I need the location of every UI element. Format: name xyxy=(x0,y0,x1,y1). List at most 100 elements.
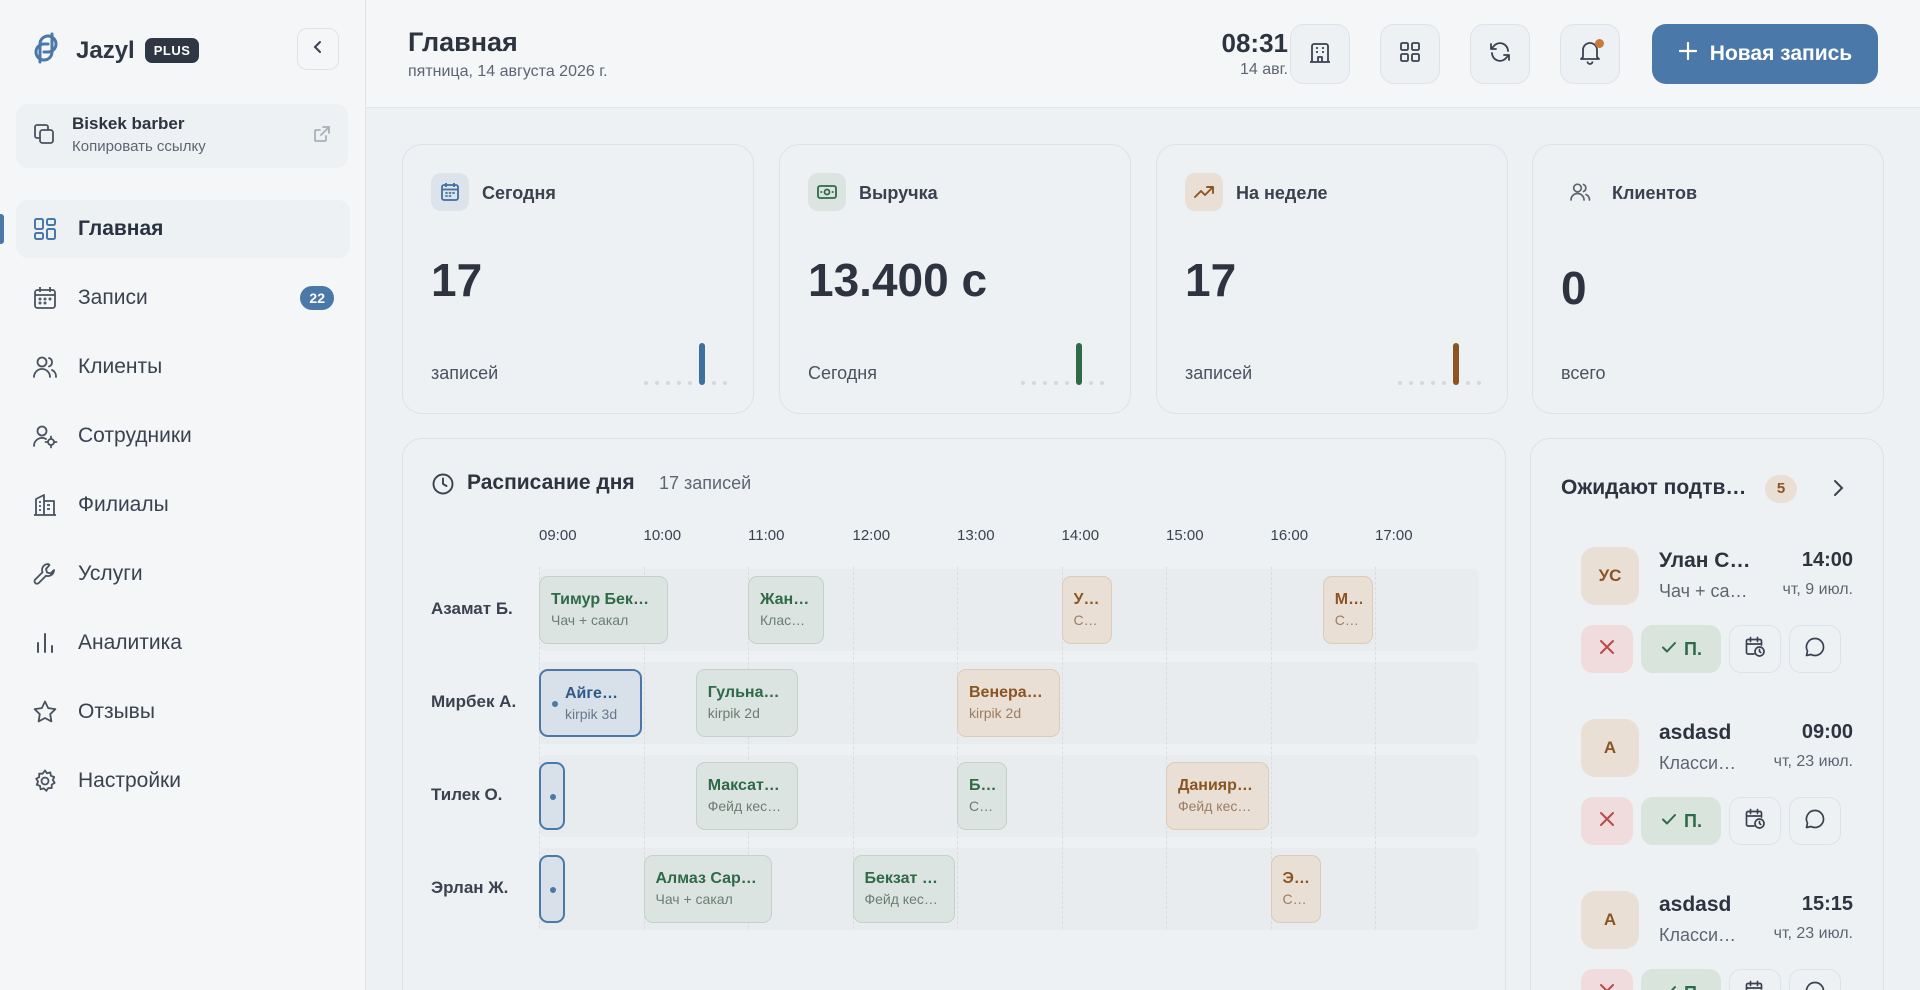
reject-button[interactable] xyxy=(1581,969,1633,990)
nav-item-staff[interactable]: Сотрудники xyxy=(16,407,350,465)
hour-gridline xyxy=(1270,567,1272,929)
reschedule-button[interactable] xyxy=(1729,625,1781,673)
check-icon xyxy=(1660,810,1678,833)
message-button[interactable] xyxy=(1789,969,1841,990)
appointment-service: kirpik 3d xyxy=(565,706,618,722)
shop-link-card[interactable]: Biskek barber Копировать ссылку xyxy=(16,104,348,168)
hour-gridline xyxy=(1166,567,1167,929)
stat-card-clients[interactable]: Клиентов 0 всего xyxy=(1532,144,1884,414)
close-icon xyxy=(1598,810,1616,833)
pending-item[interactable]: A asdasd Класси… 09:00 чт, 23 июл. П. xyxy=(1567,707,1853,852)
hour-label: 11:00 xyxy=(748,527,785,544)
appointment-block[interactable]: У… С… xyxy=(1061,576,1112,644)
new-appointment-button[interactable]: Новая запись xyxy=(1652,24,1878,84)
confirm-button[interactable]: П. xyxy=(1641,969,1721,990)
shop-name: Biskek barber xyxy=(72,114,185,133)
cash-icon xyxy=(808,173,846,211)
refresh-button[interactable] xyxy=(1470,24,1530,84)
confirm-button[interactable]: П. xyxy=(1641,797,1721,845)
appointment-block[interactable]: М… С… xyxy=(1322,576,1373,644)
stat-value: 17 xyxy=(1185,254,1237,306)
appointment-service: Клас… xyxy=(760,612,806,628)
avatar: УС xyxy=(1581,547,1639,605)
appointment-block[interactable]: Тимур Бек… Чач + сакал xyxy=(539,576,668,644)
appointment-block[interactable]: Э… С… xyxy=(1270,855,1321,923)
pending-client-name: asdasd xyxy=(1659,893,1732,916)
nav-item-appointments[interactable]: Записи 22 xyxy=(16,269,350,327)
confirm-button[interactable]: П. xyxy=(1641,625,1721,673)
appointment-client: Венера… xyxy=(969,684,1043,701)
staff-name: Тилек О. xyxy=(431,785,503,804)
confirm-label: П. xyxy=(1684,810,1702,831)
stat-title: На неделе xyxy=(1236,183,1328,203)
collapse-sidebar-button[interactable] xyxy=(297,28,339,70)
hour-label: 17:00 xyxy=(1375,527,1413,544)
appointment-block[interactable]: Данияр… Фейд кес… xyxy=(1166,762,1269,830)
appointment-client: Э… xyxy=(1282,870,1310,887)
nav-item-clients[interactable]: Клиенты xyxy=(16,338,350,396)
stat-card-week[interactable]: На неделе 17 записей xyxy=(1156,144,1508,414)
pending-item[interactable]: A asdasd Класси… 15:15 чт, 23 июл. П. xyxy=(1567,879,1853,990)
message-button[interactable] xyxy=(1789,625,1841,673)
pending-item[interactable]: УС Улан С… Чач + са… 14:00 чт, 9 июл. П. xyxy=(1567,535,1853,680)
settings-icon xyxy=(32,768,58,794)
appointment-block[interactable] xyxy=(539,762,565,830)
clock-time: 08:31 xyxy=(1221,28,1289,58)
refresh-icon xyxy=(1488,40,1512,69)
external-link-icon[interactable] xyxy=(312,124,332,149)
appointment-block[interactable]: Жан… Клас… xyxy=(748,576,825,644)
nav-item-settings[interactable]: Настройки xyxy=(16,752,350,810)
appointment-service: С… xyxy=(969,798,994,814)
message-button[interactable] xyxy=(1789,797,1841,845)
copy-icon xyxy=(32,122,56,151)
hour-label: 09:00 xyxy=(539,527,577,544)
staff-name: Эрлан Ж. xyxy=(431,878,509,897)
appointment-block[interactable]: Гульна… kirpik 2d xyxy=(695,669,799,737)
appointment-service: Фейд кес… xyxy=(707,798,782,814)
stat-card-revenue[interactable]: Выручка 13.400 с Сегодня xyxy=(779,144,1131,414)
nav-item-dashboard[interactable]: Главная xyxy=(0,200,350,258)
nav-label: Филиалы xyxy=(78,493,169,516)
appointment-block[interactable]: Айге… kirpik 3d xyxy=(539,669,642,737)
close-icon xyxy=(1598,638,1616,661)
appointment-block[interactable]: Алмаз Сар… Чач + сакал xyxy=(643,855,773,923)
chat-bubble-icon xyxy=(1804,808,1826,835)
appointment-block[interactable]: Б… С… xyxy=(957,762,1008,830)
nav-label: Аналитика xyxy=(78,631,182,654)
stat-card-today[interactable]: Сегодня 17 записей xyxy=(402,144,754,414)
appointment-block[interactable]: Бекзат … Фейд кес… xyxy=(852,855,955,923)
status-dot xyxy=(550,794,556,800)
nav-item-branches[interactable]: Филиалы xyxy=(16,476,350,534)
hour-label: 12:00 xyxy=(852,527,891,544)
nav-item-analytics[interactable]: Аналитика xyxy=(16,614,350,672)
apps-button[interactable] xyxy=(1380,24,1440,84)
reject-button[interactable] xyxy=(1581,625,1633,673)
pending-time: 14:00 xyxy=(1801,549,1853,571)
stat-title: Клиентов xyxy=(1612,183,1698,203)
plus-icon xyxy=(1678,41,1698,67)
appointment-block[interactable]: Венера… kirpik 2d xyxy=(957,669,1060,737)
branch-button[interactable] xyxy=(1290,24,1350,84)
reject-button[interactable] xyxy=(1581,797,1633,845)
hour-label: 14:00 xyxy=(1061,527,1100,544)
nav-item-services[interactable]: Услуги xyxy=(16,545,350,603)
brand[interactable]: Jazyl PLUS xyxy=(26,28,200,73)
appointment-block[interactable]: Максат… Фейд кес… xyxy=(695,762,799,830)
pending-date: чт, 23 июл. xyxy=(1773,753,1853,770)
nav-item-reviews[interactable]: Отзывы xyxy=(16,683,350,741)
hour-gridline xyxy=(1061,567,1063,929)
appointment-service: С… xyxy=(1334,612,1359,628)
notification-dot xyxy=(1595,39,1604,48)
reschedule-button[interactable] xyxy=(1729,969,1781,990)
nav-label: Услуги xyxy=(78,562,143,585)
appointment-service: Чач + сакал xyxy=(655,891,733,907)
appointment-block[interactable] xyxy=(539,855,565,923)
stat-subtitle: всего xyxy=(1561,363,1606,383)
appointment-client: Гульна… xyxy=(707,684,780,701)
check-icon xyxy=(1660,638,1678,661)
notifications-button[interactable] xyxy=(1560,24,1620,84)
reschedule-button[interactable] xyxy=(1729,797,1781,845)
nav-label: Клиенты xyxy=(78,355,163,378)
appointment-service: Фейд кес… xyxy=(864,891,938,907)
chevron-right-icon[interactable] xyxy=(1827,477,1849,504)
